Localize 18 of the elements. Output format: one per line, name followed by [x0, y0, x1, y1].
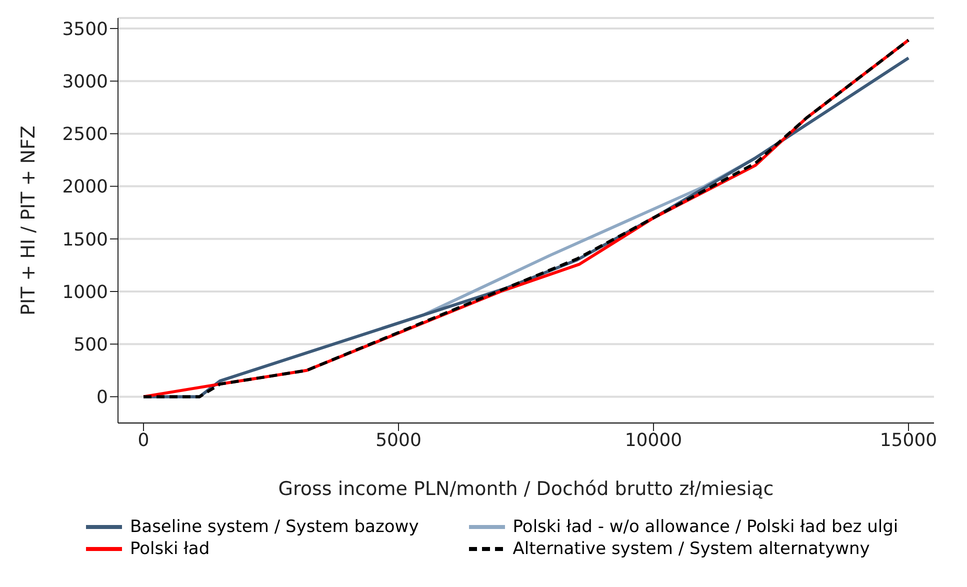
- x-axis-title: Gross income PLN/month / Dochód brutto zł/miesiąc: [278, 478, 774, 500]
- y-tick-label: 3500: [62, 18, 108, 40]
- y-tick-label: 0: [96, 387, 108, 408]
- legend-label: Polski ład: [130, 539, 210, 559]
- x-tick-label: 15000: [880, 430, 938, 451]
- y-tick-label: 500: [74, 334, 108, 356]
- y-tick-label: 2000: [62, 176, 108, 198]
- y-tick-label: 2500: [62, 124, 108, 146]
- legend-label: Baseline system / System bazowy: [130, 517, 419, 537]
- x-tick-label: 10000: [624, 430, 682, 451]
- legend-label: Polski ład - w/o allowance / Polski ład bez ulgi: [512, 517, 898, 537]
- x-tick-label: 0: [138, 430, 150, 451]
- legend-label: Alternative system / System alternatywny: [512, 539, 870, 559]
- y-tick-label: 1500: [62, 229, 108, 250]
- x-tick-label: 5000: [376, 430, 422, 451]
- y-tick-label: 3000: [62, 72, 108, 93]
- y-axis-title: PIT + HI / PIT + NFZ: [18, 126, 40, 316]
- y-tick-label: 1000: [62, 282, 108, 303]
